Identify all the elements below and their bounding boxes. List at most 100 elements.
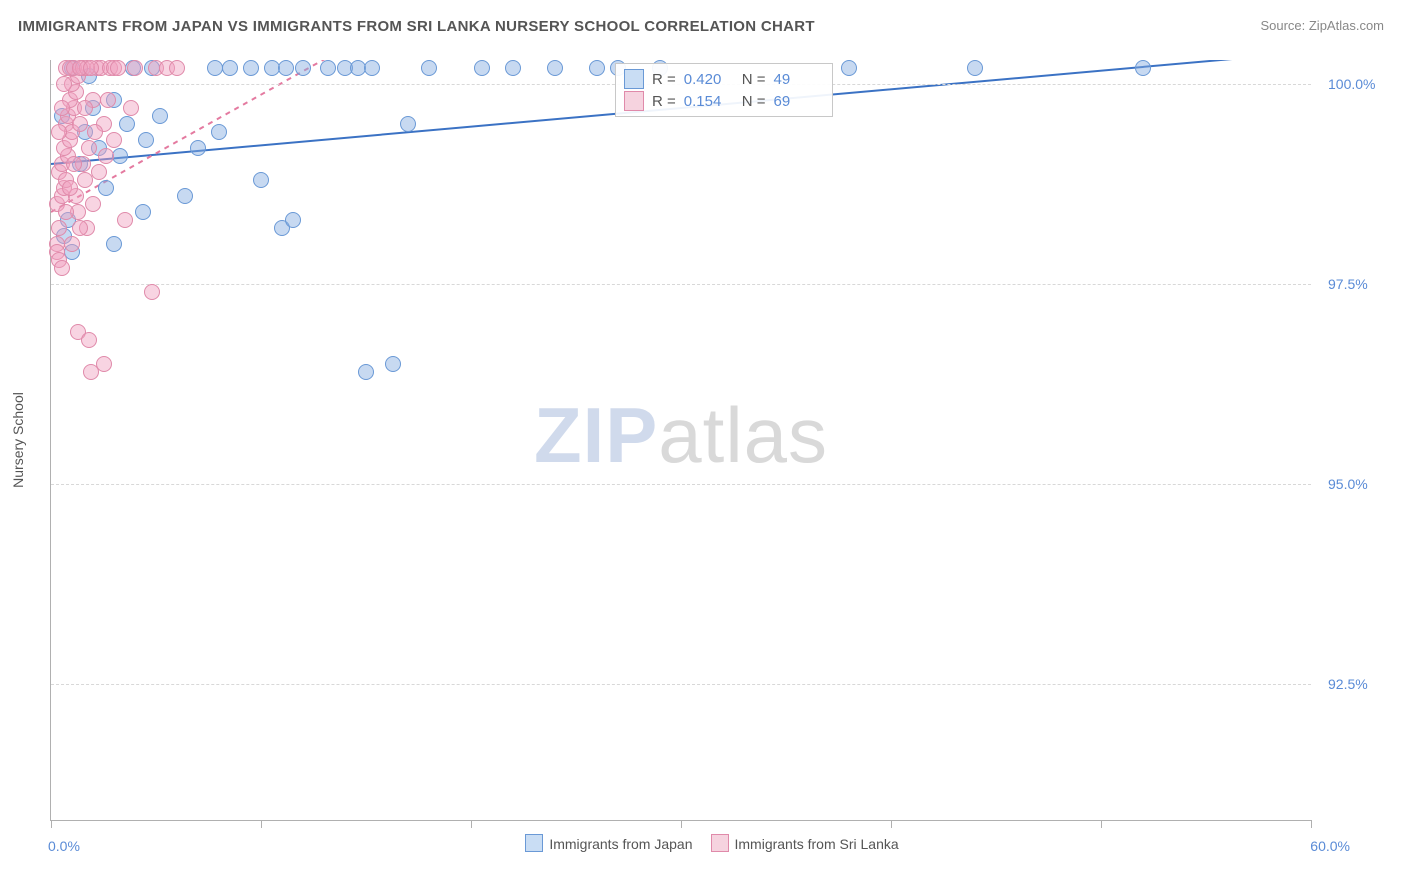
data-point-srilanka (54, 260, 70, 276)
chart-title: IMMIGRANTS FROM JAPAN VS IMMIGRANTS FROM… (18, 18, 815, 35)
data-point-japan (119, 116, 135, 132)
data-point-japan (547, 60, 563, 76)
data-point-japan (358, 364, 374, 380)
watermark-atlas: atlas (658, 391, 828, 479)
x-tick (891, 820, 892, 828)
stats-n-label: N = (742, 71, 766, 88)
data-point-srilanka (81, 332, 97, 348)
data-point-srilanka (64, 236, 80, 252)
data-point-japan (135, 204, 151, 220)
data-point-srilanka (62, 180, 78, 196)
data-point-japan (190, 140, 206, 156)
y-tick-label: 97.5% (1328, 276, 1368, 292)
data-point-srilanka (54, 100, 70, 116)
data-point-srilanka (81, 140, 97, 156)
plot-area: ZIPatlas (50, 60, 1311, 821)
trend-lines (51, 60, 1311, 820)
data-point-japan (421, 60, 437, 76)
legend-label-japan: Immigrants from Japan (549, 836, 692, 852)
data-point-japan (350, 60, 366, 76)
data-point-srilanka (72, 220, 88, 236)
x-tick (1311, 820, 1312, 828)
stats-swatch-srilanka (624, 91, 644, 111)
data-point-srilanka (106, 132, 122, 148)
stats-r-label: R = (652, 71, 676, 88)
data-point-srilanka (127, 60, 143, 76)
data-point-srilanka (169, 60, 185, 76)
legend-swatch-japan (525, 834, 543, 852)
y-tick-label: 100.0% (1328, 76, 1375, 92)
data-point-japan (211, 124, 227, 140)
stats-n-value-srilanka: 69 (774, 93, 824, 110)
data-point-japan (285, 212, 301, 228)
stats-row-japan: R = 0.420 N = 49 (624, 68, 824, 90)
x-tick (681, 820, 682, 828)
stats-r-value-srilanka: 0.154 (684, 93, 734, 110)
data-point-srilanka (51, 220, 67, 236)
bottom-legend: Immigrants from Japan Immigrants from Sri… (0, 834, 1406, 852)
y-axis-label: Nursery School (10, 392, 26, 488)
data-point-srilanka (83, 364, 99, 380)
source-label: Source: ZipAtlas.com (1260, 18, 1384, 33)
data-point-japan (222, 60, 238, 76)
y-tick-label: 92.5% (1328, 676, 1368, 692)
data-point-srilanka (144, 284, 160, 300)
data-point-srilanka (100, 92, 116, 108)
data-point-srilanka (56, 76, 72, 92)
data-point-srilanka (123, 100, 139, 116)
stats-row-srilanka: R = 0.154 N = 69 (624, 90, 824, 112)
data-point-japan (589, 60, 605, 76)
data-point-japan (138, 132, 154, 148)
data-point-japan (364, 60, 380, 76)
data-point-srilanka (58, 204, 74, 220)
data-point-japan (320, 60, 336, 76)
legend-swatch-srilanka (711, 834, 729, 852)
data-point-srilanka (77, 172, 93, 188)
x-tick (1101, 820, 1102, 828)
data-point-srilanka (87, 124, 103, 140)
stats-r-value-japan: 0.420 (684, 71, 734, 88)
data-point-japan (967, 60, 983, 76)
data-point-japan (112, 148, 128, 164)
y-tick-label: 95.0% (1328, 476, 1368, 492)
data-point-japan (253, 172, 269, 188)
data-point-japan (505, 60, 521, 76)
data-point-srilanka (83, 60, 99, 76)
x-tick (261, 820, 262, 828)
data-point-japan (295, 60, 311, 76)
data-point-srilanka (91, 164, 107, 180)
data-point-srilanka (98, 148, 114, 164)
gridline (51, 284, 1311, 285)
stats-swatch-japan (624, 69, 644, 89)
data-point-japan (98, 180, 114, 196)
correlation-stats-box: R = 0.420 N = 49 R = 0.154 N = 69 (615, 63, 833, 117)
data-point-srilanka (77, 100, 93, 116)
stats-n-value-japan: 49 (774, 71, 824, 88)
watermark: ZIPatlas (534, 390, 828, 481)
data-point-srilanka (110, 60, 126, 76)
data-point-japan (474, 60, 490, 76)
data-point-japan (106, 236, 122, 252)
stats-r-label: R = (652, 93, 676, 110)
data-point-japan (177, 188, 193, 204)
watermark-zip: ZIP (534, 391, 658, 479)
data-point-srilanka (85, 196, 101, 212)
data-point-japan (207, 60, 223, 76)
data-point-srilanka (66, 156, 82, 172)
data-point-japan (152, 108, 168, 124)
gridline (51, 684, 1311, 685)
data-point-japan (1135, 60, 1151, 76)
data-point-srilanka (117, 212, 133, 228)
data-point-japan (278, 60, 294, 76)
data-point-japan (243, 60, 259, 76)
stats-n-label: N = (742, 93, 766, 110)
x-tick (471, 820, 472, 828)
data-point-japan (385, 356, 401, 372)
gridline (51, 484, 1311, 485)
data-point-srilanka (51, 124, 67, 140)
data-point-srilanka (72, 116, 88, 132)
data-point-japan (400, 116, 416, 132)
data-point-japan (264, 60, 280, 76)
legend-label-srilanka: Immigrants from Sri Lanka (735, 836, 899, 852)
x-tick (51, 820, 52, 828)
